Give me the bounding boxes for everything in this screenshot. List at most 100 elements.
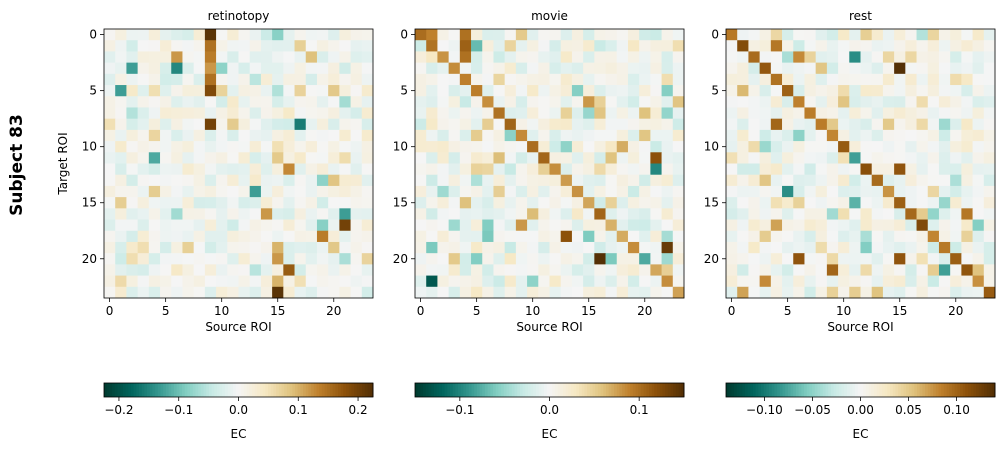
heatmap-cell <box>737 275 749 288</box>
heatmap-cell <box>782 141 794 153</box>
heatmap-cell <box>216 275 228 288</box>
heatmap-cell <box>137 40 150 52</box>
heatmap-cell <box>361 230 374 243</box>
heatmap-cell <box>571 230 584 243</box>
heatmap-cell <box>137 85 150 97</box>
colorbar-swatch <box>243 383 248 397</box>
heatmap-cell <box>305 208 318 220</box>
heatmap-cell <box>504 107 517 120</box>
heatmap-cell <box>961 29 973 41</box>
heatmap-cell <box>639 241 651 254</box>
heatmap-cell <box>482 163 494 176</box>
heatmap-cell <box>160 107 172 120</box>
heatmap-cell <box>972 253 985 265</box>
heatmap-cell <box>782 219 794 232</box>
heatmap-cell <box>916 197 929 209</box>
heatmap-cell <box>983 174 996 187</box>
colorbar-tick-label: −0.1 <box>164 403 193 417</box>
colorbar-swatch <box>949 383 953 397</box>
heatmap-cell <box>415 85 427 97</box>
heatmap-cell <box>639 174 651 187</box>
heatmap-cell <box>426 73 438 86</box>
heatmap-cell <box>759 73 772 86</box>
heatmap-cell <box>983 129 996 142</box>
heatmap-cell <box>126 96 139 108</box>
heatmap-cell <box>160 185 172 198</box>
heatmap-cell <box>227 219 239 232</box>
heatmap-cell <box>260 219 273 232</box>
heatmap-cell <box>137 118 150 131</box>
heatmap-cell <box>493 107 506 120</box>
colorbar-swatch <box>627 383 631 397</box>
heatmap-cell <box>448 51 461 64</box>
colorbar-swatch <box>219 383 223 397</box>
heatmap-cell <box>583 107 595 120</box>
heatmap-cell <box>227 152 239 164</box>
heatmap-cell <box>171 185 183 198</box>
heatmap-cell <box>927 118 940 131</box>
heatmap-cell <box>916 264 929 276</box>
heatmap-cell <box>126 40 139 52</box>
heatmap-cell <box>182 286 195 299</box>
heatmap-cell <box>249 129 262 142</box>
heatmap-cell <box>793 197 805 209</box>
heatmap-cell <box>905 163 917 176</box>
heatmap-cell <box>737 62 749 75</box>
heatmap-cell <box>639 118 651 131</box>
heatmap-cell <box>538 230 550 243</box>
heatmap-cell <box>916 107 929 120</box>
heatmap-cell <box>137 286 150 299</box>
heatmap-cell <box>426 185 438 198</box>
x-axis-label: Source ROI <box>827 320 893 334</box>
heatmap-cell <box>882 174 895 187</box>
colorbar-swatch <box>281 383 285 397</box>
heatmap-cell <box>115 208 127 220</box>
heatmap-cell <box>171 219 183 232</box>
heatmap-cell <box>759 29 772 41</box>
colorbar-swatch <box>860 383 864 397</box>
x-tick-label: 5 <box>162 304 170 318</box>
heatmap-cell <box>826 275 839 288</box>
colorbar-swatch <box>114 383 118 397</box>
colorbar-swatch <box>104 383 108 397</box>
heatmap-cell <box>527 40 539 52</box>
heatmap-cell <box>916 85 929 97</box>
heatmap-cell <box>983 141 996 153</box>
heatmap-cell <box>160 40 172 52</box>
heatmap-cell <box>748 163 761 176</box>
heatmap-cell <box>126 253 139 265</box>
heatmap-cell <box>504 163 517 176</box>
heatmap-cell <box>871 152 884 164</box>
colorbar-swatch <box>562 383 567 397</box>
heatmap-cell <box>950 174 962 187</box>
colorbar-swatch <box>195 383 199 397</box>
heatmap-cell <box>426 85 438 97</box>
heatmap-cell <box>605 253 618 265</box>
heatmap-cell <box>193 118 206 131</box>
heatmap-cell <box>437 275 450 288</box>
heatmap-cell <box>627 152 640 164</box>
heatmap-cell <box>204 40 217 52</box>
heatmap-cell <box>426 253 438 265</box>
heatmap-cell <box>860 286 873 299</box>
heatmap-cell <box>415 208 427 220</box>
colorbar-swatch <box>417 383 421 397</box>
heatmap-cell <box>583 185 595 198</box>
heatmap-cell <box>871 208 884 220</box>
heatmap-cell <box>871 129 884 142</box>
colorbar-swatch <box>728 383 732 397</box>
heatmap-cell <box>650 29 662 41</box>
heatmap-cell <box>961 118 973 131</box>
heatmap-cell <box>227 264 239 276</box>
heatmap-cell <box>871 107 884 120</box>
colorbar-swatch <box>222 383 226 397</box>
heatmap-cell <box>916 185 929 198</box>
heatmap-cell <box>437 219 450 232</box>
heatmap-cell <box>916 253 929 265</box>
colorbar-swatch <box>973 383 977 397</box>
heatmap-cell <box>639 219 651 232</box>
heatmap-cell <box>437 96 450 108</box>
y-tick-label: 15 <box>82 196 97 210</box>
x-tick-label: 0 <box>417 304 425 318</box>
heatmap-cell <box>804 141 817 153</box>
